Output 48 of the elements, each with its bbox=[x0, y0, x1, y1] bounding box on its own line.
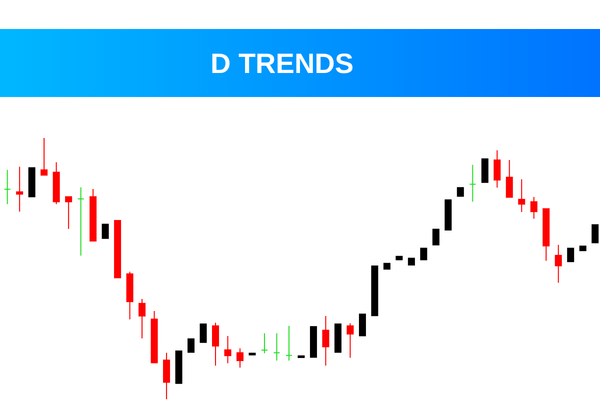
candlestick bbox=[273, 332, 280, 362]
candlestick bbox=[396, 256, 403, 260]
candlestick bbox=[518, 178, 526, 212]
candlestick bbox=[334, 324, 342, 353]
candlestick bbox=[542, 208, 550, 262]
candlestick bbox=[40, 137, 48, 176]
candlestick bbox=[310, 326, 317, 358]
candlestick bbox=[77, 186, 84, 256]
chart-title: D TRENDS bbox=[210, 48, 354, 79]
candlestick bbox=[90, 188, 97, 242]
candlestick bbox=[52, 162, 60, 205]
candlestick bbox=[4, 169, 11, 205]
candlestick bbox=[163, 352, 170, 400]
candlestick bbox=[138, 298, 146, 339]
candlestick bbox=[420, 248, 428, 260]
candlestick bbox=[285, 325, 292, 362]
candlestick bbox=[456, 187, 464, 197]
candlestick bbox=[212, 322, 220, 366]
candlestick bbox=[383, 262, 390, 270]
candlestick bbox=[188, 338, 195, 353]
candlestick bbox=[579, 246, 586, 252]
candlestick bbox=[371, 266, 378, 316]
candlestick bbox=[567, 248, 574, 262]
candlestick bbox=[469, 164, 476, 202]
candlestick bbox=[65, 196, 72, 230]
candlestick bbox=[224, 336, 232, 364]
candlestick bbox=[408, 258, 415, 266]
candlestick bbox=[126, 271, 134, 320]
candlestick bbox=[358, 314, 366, 336]
candlestick bbox=[236, 348, 244, 368]
candlestick bbox=[432, 228, 440, 246]
candlestick bbox=[200, 324, 207, 343]
candlestick bbox=[494, 150, 501, 188]
candlestick bbox=[346, 322, 354, 358]
candlestick bbox=[114, 220, 122, 278]
candlestick bbox=[260, 332, 268, 354]
candlestick bbox=[554, 244, 562, 284]
candlestick bbox=[28, 167, 36, 198]
candlestick bbox=[506, 159, 513, 198]
candlestick bbox=[322, 315, 330, 366]
candlestick bbox=[481, 158, 488, 183]
candlestick bbox=[102, 224, 109, 239]
candlestick bbox=[592, 224, 599, 244]
candlestick bbox=[444, 199, 452, 230]
candlestick bbox=[16, 166, 24, 212]
candlestick bbox=[175, 350, 182, 384]
candlestick bbox=[150, 310, 158, 364]
candlestick bbox=[530, 196, 538, 220]
